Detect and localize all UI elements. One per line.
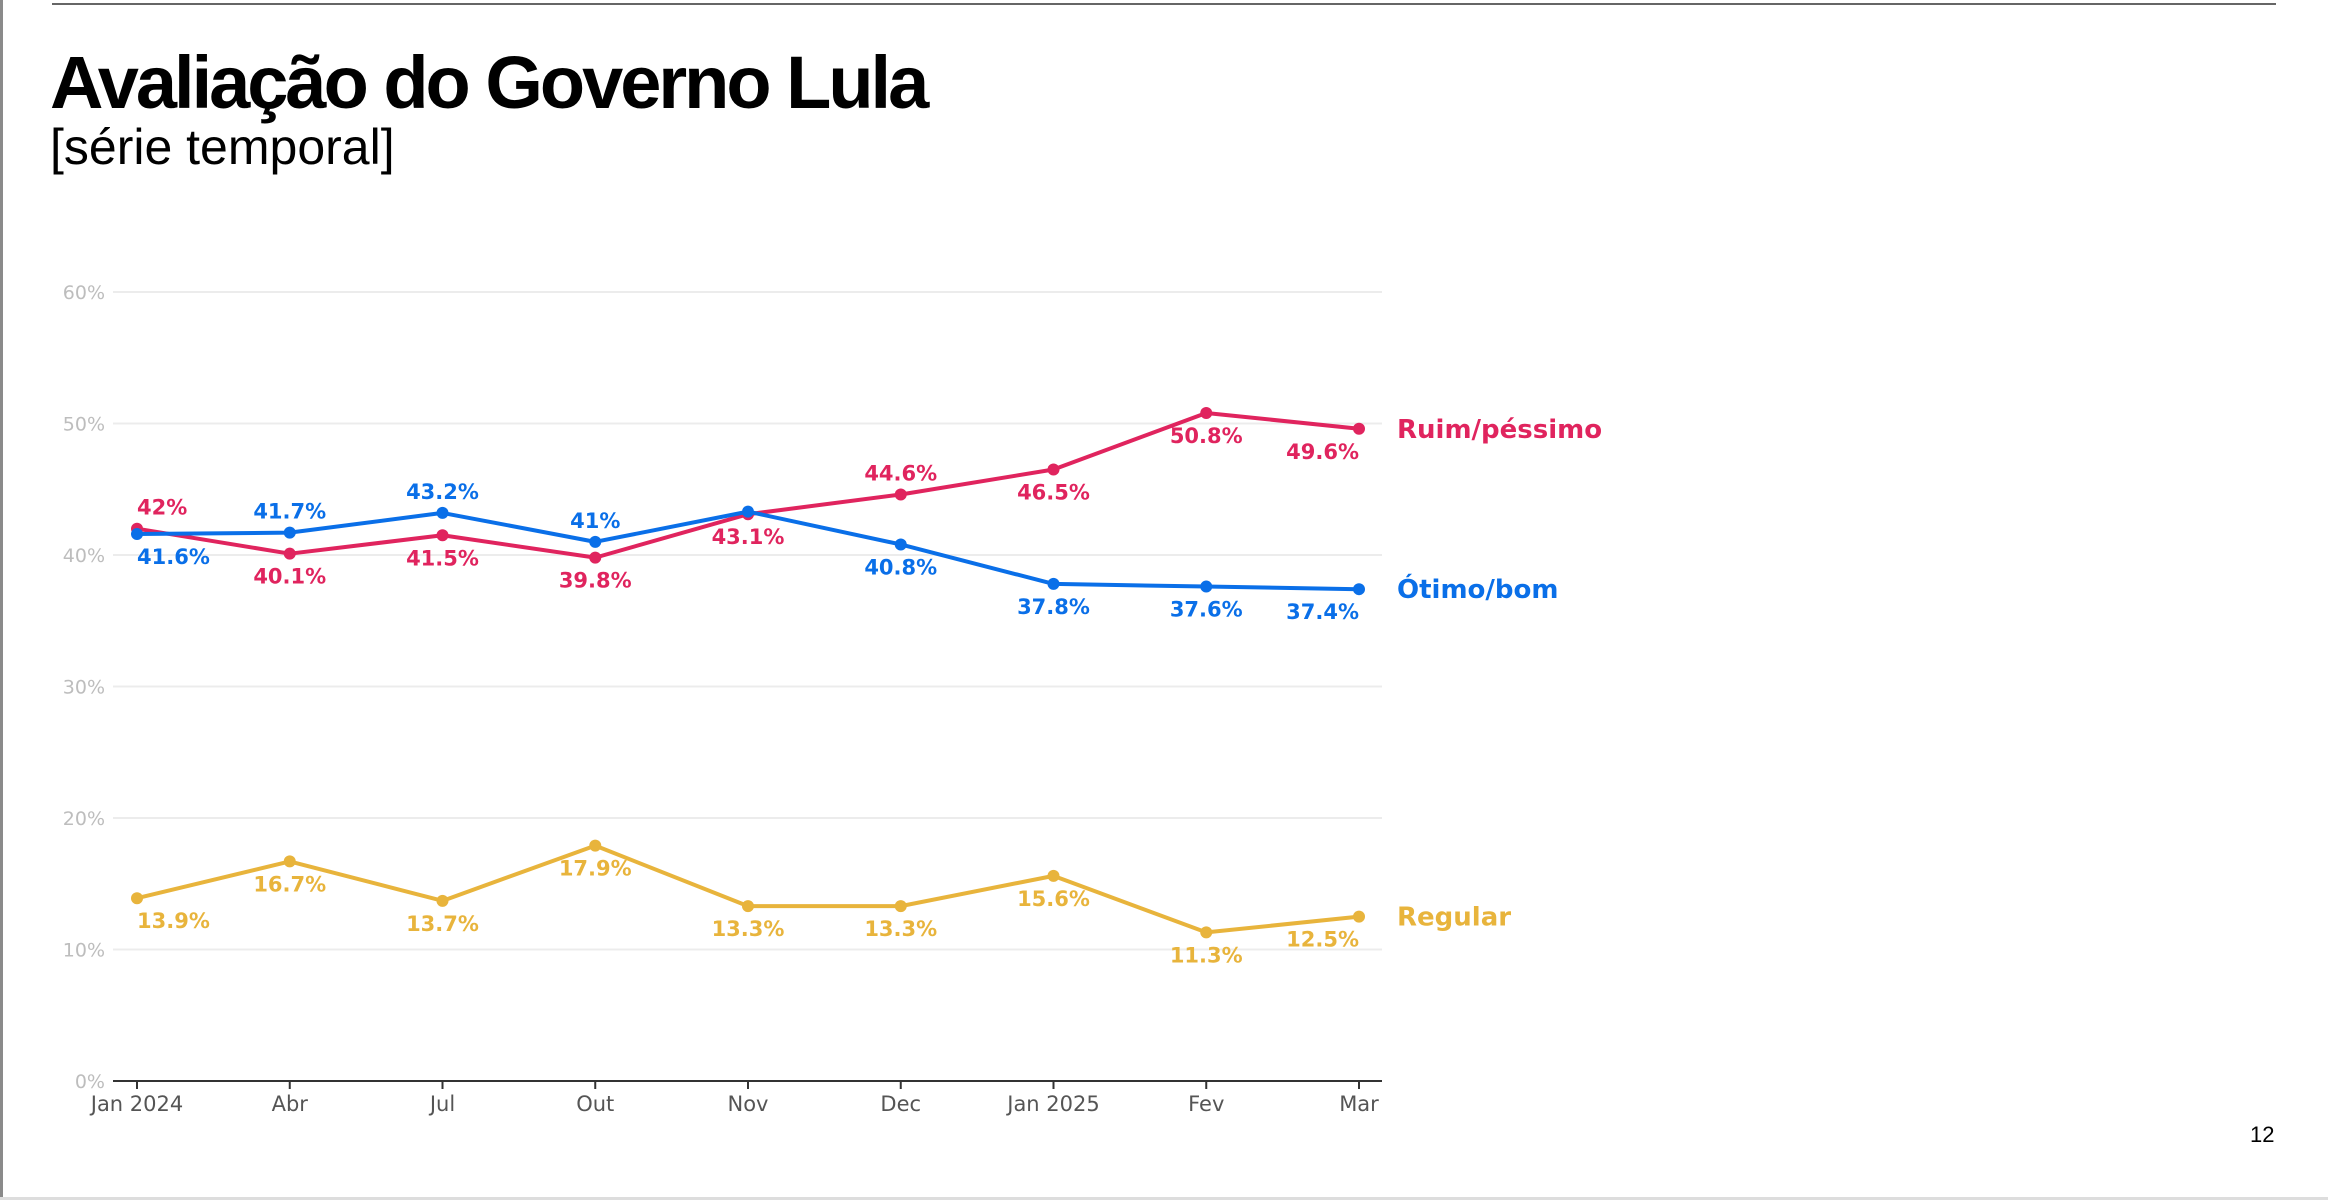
data-label: 41% bbox=[570, 509, 620, 533]
data-point bbox=[589, 551, 602, 564]
x-tick-label: Mar bbox=[1339, 1092, 1379, 1116]
data-point bbox=[742, 900, 754, 913]
data-label: 40.1% bbox=[253, 565, 326, 589]
data-point bbox=[131, 527, 143, 540]
data-label: 41.7% bbox=[253, 500, 326, 524]
data-label: 43.1% bbox=[712, 525, 785, 549]
data-point bbox=[1353, 422, 1365, 435]
data-label: 11.3% bbox=[1170, 943, 1243, 967]
data-point bbox=[283, 855, 296, 868]
data-label: 50.8% bbox=[1170, 424, 1243, 448]
data-label: 39.8% bbox=[559, 569, 632, 593]
data-point bbox=[1047, 577, 1060, 590]
y-tick-label: 60% bbox=[63, 282, 105, 304]
data-point bbox=[742, 505, 754, 518]
data-label: 12.5% bbox=[1286, 928, 1359, 952]
data-point bbox=[436, 529, 449, 542]
data-point bbox=[283, 526, 296, 539]
x-tick-label: Abr bbox=[272, 1092, 309, 1116]
data-point bbox=[436, 894, 449, 907]
bottom-border bbox=[0, 1197, 2328, 1200]
x-tick-label: Jul bbox=[428, 1092, 455, 1116]
data-point bbox=[436, 506, 449, 519]
y-tick-label: 10% bbox=[63, 940, 105, 962]
data-label: 13.3% bbox=[864, 917, 937, 941]
data-point bbox=[1047, 869, 1060, 882]
data-label: 15.6% bbox=[1017, 887, 1090, 911]
y-tick-label: 40% bbox=[63, 545, 105, 567]
x-tick-label: Jan 2024 bbox=[89, 1092, 184, 1116]
data-point bbox=[894, 488, 907, 501]
data-point bbox=[894, 900, 907, 913]
series-label: Ótimo/bom bbox=[1397, 573, 1558, 605]
data-label: 42% bbox=[137, 496, 187, 520]
x-tick-label: Jan 2025 bbox=[1005, 1092, 1100, 1116]
x-tick-label: Dec bbox=[880, 1092, 921, 1116]
series-label: Ruim/péssimo bbox=[1397, 415, 1602, 445]
data-point bbox=[1200, 580, 1213, 593]
data-label: 13.7% bbox=[406, 912, 479, 936]
data-point bbox=[131, 892, 143, 905]
data-point bbox=[1047, 463, 1060, 476]
page-number: 12 bbox=[2250, 1122, 2275, 1147]
data-label: 37.8% bbox=[1017, 595, 1090, 619]
data-point bbox=[1353, 910, 1365, 923]
top-rule bbox=[52, 3, 2276, 5]
series-label: Regular bbox=[1397, 903, 1511, 933]
data-label: 37.4% bbox=[1286, 600, 1359, 624]
data-label: 44.6% bbox=[864, 462, 937, 486]
data-point bbox=[1353, 583, 1365, 596]
y-tick-label: 20% bbox=[63, 808, 105, 830]
data-label: 49.6% bbox=[1286, 440, 1359, 464]
page-title: Avaliação do Governo Lula bbox=[50, 41, 929, 124]
data-point bbox=[589, 535, 602, 548]
page-subtitle: [série temporal] bbox=[50, 119, 395, 175]
left-border bbox=[0, 0, 3, 1200]
data-label: 37.6% bbox=[1170, 598, 1243, 622]
data-label: 41.6% bbox=[137, 545, 210, 569]
x-tick-label: Fev bbox=[1188, 1092, 1224, 1116]
data-label: 17.9% bbox=[559, 857, 632, 881]
y-tick-label: 0% bbox=[75, 1071, 105, 1093]
x-tick-label: Out bbox=[576, 1092, 614, 1116]
y-tick-label: 30% bbox=[63, 677, 105, 699]
data-label: 40.8% bbox=[864, 555, 937, 579]
data-label: 13.9% bbox=[137, 909, 210, 933]
data-label: 41.5% bbox=[406, 546, 479, 570]
data-point bbox=[283, 547, 296, 560]
data-label: 16.7% bbox=[253, 872, 326, 896]
data-point bbox=[589, 839, 602, 852]
data-point bbox=[894, 538, 907, 551]
x-tick-label: Nov bbox=[728, 1092, 769, 1116]
data-point bbox=[1200, 926, 1213, 939]
data-label: 13.3% bbox=[712, 917, 785, 941]
data-label: 43.2% bbox=[406, 480, 479, 504]
y-tick-label: 50% bbox=[63, 414, 105, 436]
data-point bbox=[1200, 406, 1213, 419]
data-label: 46.5% bbox=[1017, 481, 1090, 505]
